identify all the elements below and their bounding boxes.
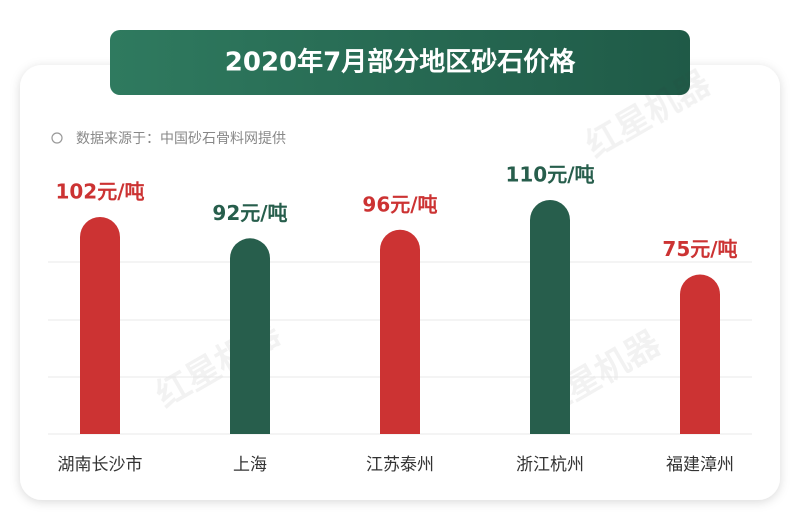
bar <box>380 229 420 434</box>
value-label: 102元/吨 <box>55 180 144 204</box>
value-label: 96元/吨 <box>362 192 437 216</box>
x-tick-label: 上海 <box>233 455 267 475</box>
title-banner <box>110 30 690 95</box>
x-tick-label: 湖南长沙市 <box>58 455 143 475</box>
value-label: 92元/吨 <box>212 201 287 225</box>
bar <box>680 274 720 434</box>
value-label: 75元/吨 <box>662 237 737 261</box>
source-bullet <box>51 132 63 144</box>
x-tick-label: 福建漳州 <box>666 455 734 475</box>
source-note: 数据来源于：中国砂石骨料网提供 <box>76 131 286 147</box>
x-tick-label: 浙江杭州 <box>516 455 584 475</box>
bar <box>80 217 120 434</box>
bar <box>230 238 270 434</box>
x-tick-label: 江苏泰州 <box>366 455 434 475</box>
bar <box>530 200 570 434</box>
chart-title: 2020年7月部分地区砂石价格 <box>225 47 576 78</box>
value-label: 110元/吨 <box>505 163 594 187</box>
